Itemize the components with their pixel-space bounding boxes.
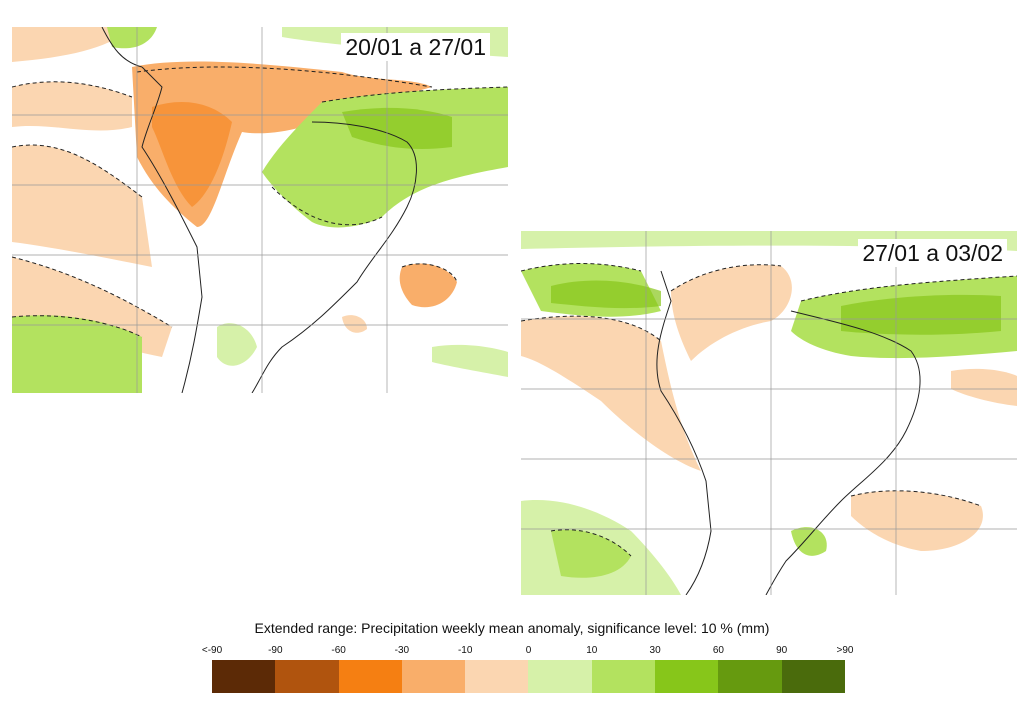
legend-swatch <box>718 660 782 693</box>
map-2-significance-contours <box>521 263 1017 557</box>
period-label-week-1: 20/01 a 27/01 <box>341 33 490 61</box>
period-label-week-2: 27/01 a 03/02 <box>858 239 1007 267</box>
legend-swatch <box>401 660 466 693</box>
legend-title: Extended range: Precipitation weekly mea… <box>254 620 770 636</box>
legend-tick-label: >90 <box>836 645 854 656</box>
legend-swatch <box>528 660 592 693</box>
legend-tick-label: -90 <box>268 645 283 656</box>
legend-tick-label: -10 <box>457 645 473 656</box>
legend-tick-label: <-90 <box>201 645 223 656</box>
map-1-graphic <box>12 27 508 393</box>
legend-tick-label: -60 <box>331 645 346 656</box>
legend-tick-label: 90 <box>776 645 788 656</box>
legend-tick-label: 60 <box>712 645 724 656</box>
legend-swatch <box>338 660 402 693</box>
legend-color-bar <box>212 660 845 693</box>
legend-swatch <box>781 660 845 693</box>
legend-swatch <box>275 660 339 693</box>
map-1-significance-contours <box>12 66 508 338</box>
legend-tick-label: 30 <box>649 645 661 656</box>
map-2-coastline <box>656 270 921 595</box>
anomaly-map-week-2: 27/01 a 03/02 <box>521 231 1017 595</box>
legend-tick-label: -30 <box>394 645 410 656</box>
map-2-anomaly-fills <box>521 231 1017 595</box>
map-2-graphic <box>521 231 1017 595</box>
legend-tick-label: 10 <box>586 645 598 656</box>
anomaly-map-week-1: 20/01 a 27/01 <box>12 27 508 393</box>
legend-swatch <box>591 660 656 693</box>
map-2-grid <box>521 231 1017 595</box>
legend-tick-label: 0 <box>525 645 532 656</box>
map-1-anomaly-fills <box>12 27 508 393</box>
legend-swatch <box>212 660 276 693</box>
legend-swatch <box>655 660 719 693</box>
legend-swatch <box>465 660 529 693</box>
map-1-grid <box>12 27 508 393</box>
